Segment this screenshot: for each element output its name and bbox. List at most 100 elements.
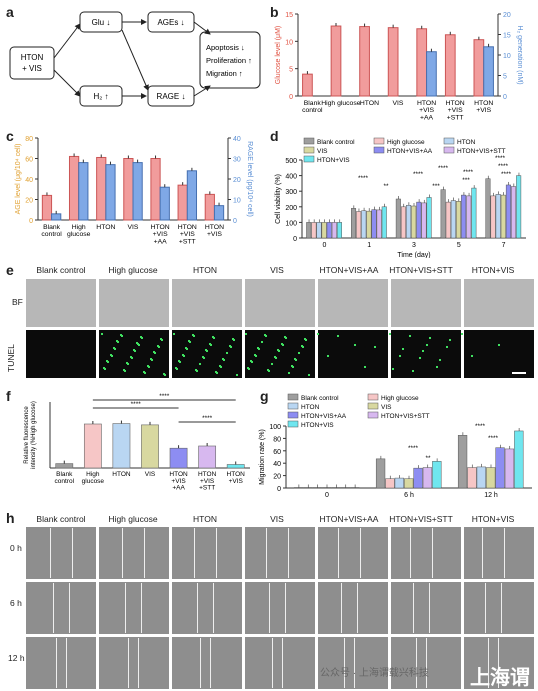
bar-right <box>426 51 437 97</box>
x-tick-label: +AA <box>154 238 168 245</box>
bar <box>385 478 395 489</box>
migration-image-0h <box>26 527 96 579</box>
x-tick-label: High <box>72 224 86 231</box>
migration-image-6h <box>318 582 388 634</box>
column-header: HTON+VIS+AA <box>319 265 379 275</box>
x-tick-label: HTON <box>198 471 217 478</box>
tunel-positive-dot <box>203 357 205 359</box>
tunel-positive-dot <box>285 337 287 339</box>
column-header: HTON <box>193 514 217 524</box>
bar-left <box>416 28 428 97</box>
scratch-edge-line <box>269 583 270 633</box>
x-tick-label: HTON <box>205 224 224 231</box>
scale-bar <box>512 372 526 374</box>
panel-label-c: c <box>6 128 14 144</box>
tunel-positive-dot <box>255 355 257 357</box>
scratch-edge-line <box>338 528 339 578</box>
x-tick-label: HTON <box>417 100 436 107</box>
bar-left <box>68 155 80 221</box>
y-tick-label: 20 <box>273 474 281 481</box>
bar <box>471 187 477 239</box>
tunel-positive-dot <box>250 360 252 362</box>
tunel-positive-dot <box>233 339 235 341</box>
y2-tick-label: 20 <box>233 177 241 184</box>
significance-label: **** <box>159 393 170 400</box>
tunel-positive-dot <box>123 369 125 371</box>
tunel-positive-dot <box>106 360 108 362</box>
bar <box>450 200 456 239</box>
bar-right <box>105 164 116 221</box>
x-tick-label: +AA <box>420 114 434 121</box>
column-header: HTON <box>193 265 217 275</box>
migration-image-0h <box>245 527 315 579</box>
bar <box>432 461 442 489</box>
tunel-positive-dot <box>436 366 438 368</box>
bar-right <box>78 162 89 221</box>
tunel-positive-dot <box>101 333 103 335</box>
tunel-image <box>245 330 315 378</box>
bar <box>511 186 517 239</box>
tunel-image <box>318 330 388 378</box>
y2-tick-label: 10 <box>233 198 241 205</box>
migration-image-0h <box>172 527 242 579</box>
x-tick-label: +VIS <box>207 231 222 238</box>
tunel-positive-dot <box>267 369 269 371</box>
x-tick-label: +VIS <box>419 107 434 114</box>
panel-label-h: h <box>6 510 15 526</box>
y2-tick-label: 15 <box>503 33 511 40</box>
x-tick-label: 3 <box>412 242 416 249</box>
panel-label-d: d <box>270 128 279 144</box>
tunel-positive-dot <box>143 371 145 373</box>
tunel-positive-dot <box>113 347 115 349</box>
h2-label: H₂ ↑ <box>93 92 108 101</box>
migration-image-0h <box>318 527 388 579</box>
scratch-edge-line <box>216 528 217 578</box>
legend-label: HTON+VIS <box>317 157 350 164</box>
legend-label: High glucose <box>387 139 425 146</box>
x-tick-label: +VIS <box>448 107 463 114</box>
y-axis-title: Glucose level (μM) <box>275 26 282 85</box>
x-tick-label: 5 <box>457 242 461 249</box>
tunel-positive-dot <box>141 337 143 339</box>
x-tick-label: VIS <box>128 224 139 231</box>
legend-swatch <box>443 137 455 145</box>
x-tick-label: HTON <box>151 224 170 231</box>
bar <box>486 467 496 489</box>
tunel-positive-dot <box>163 373 165 375</box>
significance-label: **** <box>408 445 419 452</box>
tunel-positive-dot <box>302 346 304 348</box>
bar <box>422 467 433 489</box>
tunel-positive-dot <box>374 346 376 348</box>
tunel-positive-dot <box>144 372 146 374</box>
bar <box>326 222 332 239</box>
y-axis-title: intensity (%High glucose) <box>31 401 37 469</box>
legend-swatch <box>367 402 379 410</box>
migration-image-0h <box>99 527 169 579</box>
bar <box>316 222 322 239</box>
scratch-edge-line <box>144 528 145 578</box>
legend-swatch <box>303 137 315 145</box>
migration-image-0h <box>464 527 534 579</box>
tunel-positive-dot <box>175 367 177 369</box>
tunel-positive-dot <box>121 335 123 337</box>
migration-image-12h <box>318 637 388 689</box>
tunel-positive-dot <box>308 374 310 376</box>
tunel-positive-dot <box>131 357 133 359</box>
bar <box>466 195 472 239</box>
tunel-positive-dot <box>419 357 421 359</box>
tunel-positive-dot <box>196 370 198 372</box>
x-tick-label: +VIS <box>229 478 244 485</box>
bar <box>340 487 351 489</box>
tunel-positive-dot <box>195 369 197 371</box>
scratch-edge-line <box>266 528 267 578</box>
glu-label: Glu ↓ <box>92 18 111 27</box>
bar <box>381 206 387 239</box>
bar <box>457 435 468 489</box>
x-tick-label: +STT <box>179 238 196 245</box>
x-tick-label: HTON <box>96 224 115 231</box>
x-tick-label: +AA <box>172 485 185 492</box>
cell-viability-chart: 0 100 200 300 400 500 0 1 3 5 7 Cell viability (%) T… <box>275 137 526 258</box>
tunel-positive-dot <box>220 366 222 368</box>
watermark-big: 上海谓 <box>470 667 530 689</box>
x-tick-label: glucose <box>82 478 105 485</box>
